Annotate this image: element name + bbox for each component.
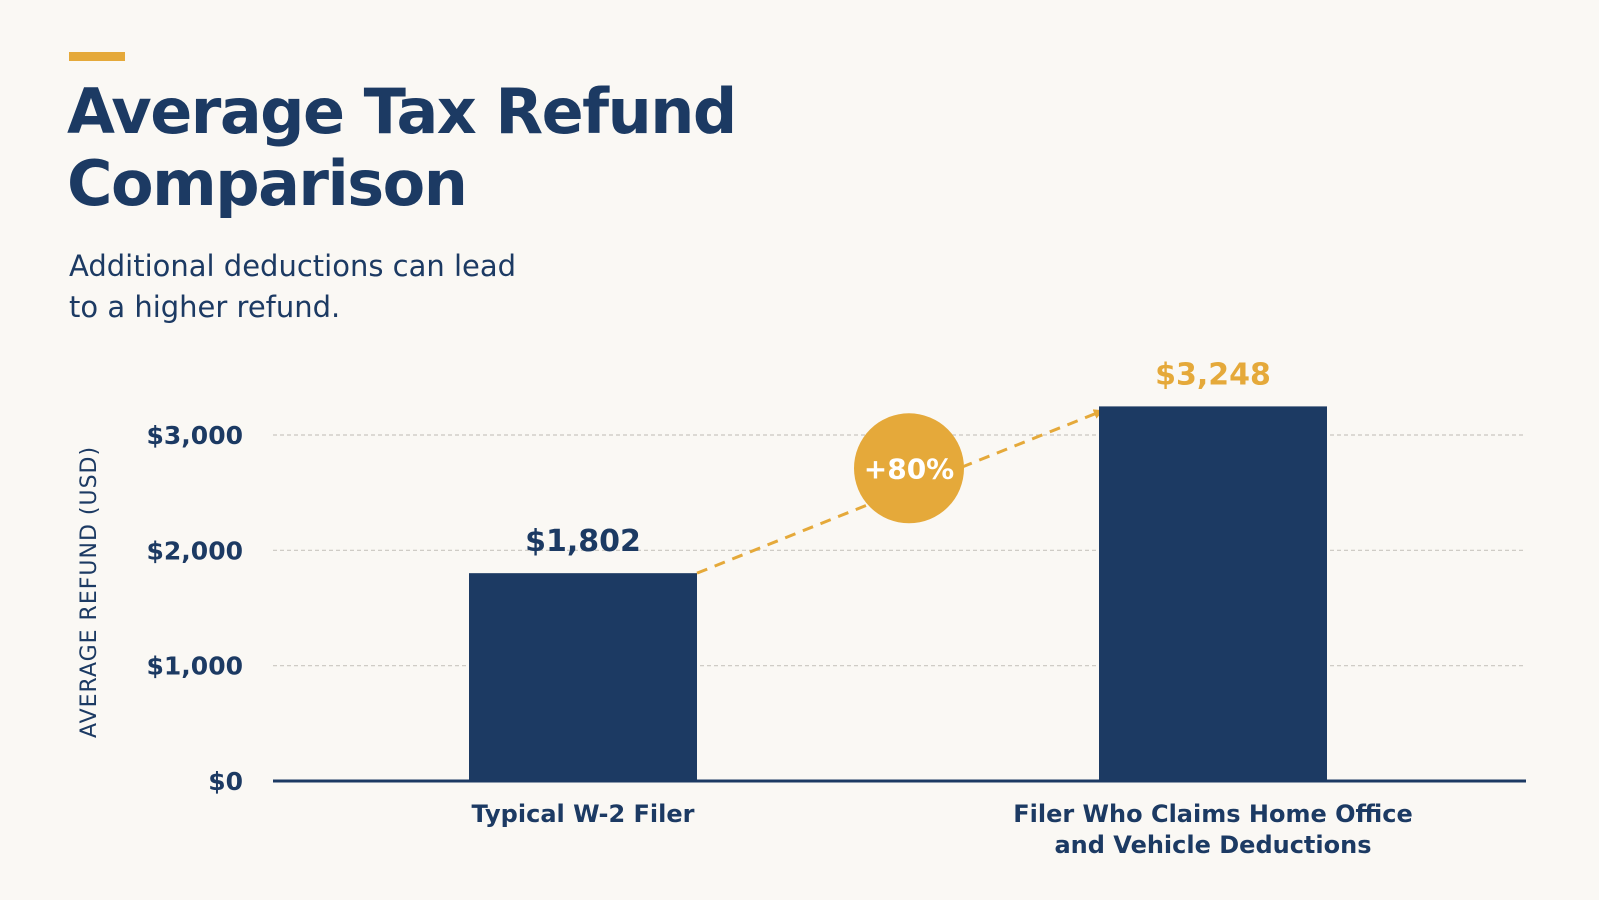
bar-value-label: $1,802 [525, 524, 641, 559]
y-tick-label: $0 [208, 767, 243, 796]
y-axis-title: AVERAGE REFUND (USD) [77, 446, 102, 738]
chart-title: Average Tax Refund Comparison [67, 75, 737, 220]
x-category-label: Filer Who Claims Home Office and Vehicle … [1013, 800, 1413, 859]
y-tick-label: $2,000 [147, 536, 243, 565]
y-axis-ticks: $0 $1,000 $2,000 $3,000 [147, 421, 243, 796]
chart-subtitle: Additional deductions can lead to a high… [69, 249, 517, 324]
x-axis-categories: Typical W-2 Filer Filer Who Claims Home O… [472, 800, 1413, 859]
growth-badge-circle [854, 413, 964, 524]
growth-badge: +80% [854, 413, 964, 524]
y-tick-label: $1,000 [147, 652, 243, 681]
bar [469, 573, 697, 781]
bar-value-label: $3,248 [1155, 357, 1271, 392]
y-tick-label: $3,000 [147, 421, 243, 450]
bar [1099, 406, 1327, 781]
title-accent-bar [69, 52, 125, 61]
x-category-label: Typical W-2 Filer [472, 800, 695, 828]
bars: $1,802 $3,248 [469, 357, 1327, 781]
growth-badge-label: +80% [864, 452, 954, 485]
